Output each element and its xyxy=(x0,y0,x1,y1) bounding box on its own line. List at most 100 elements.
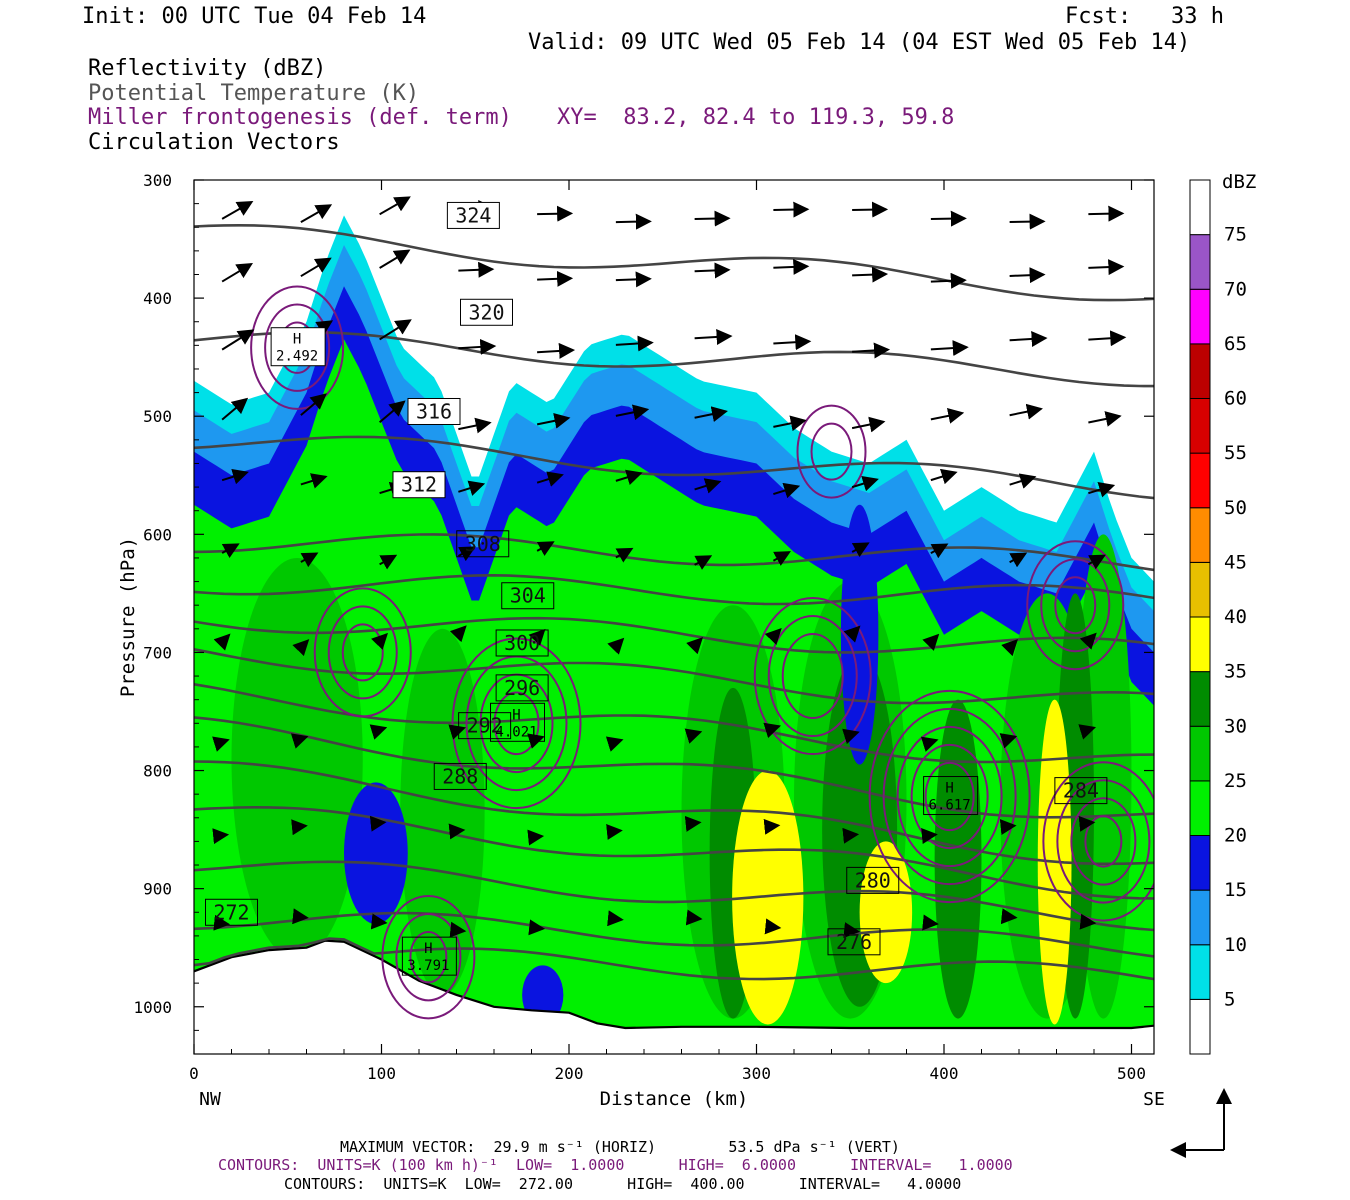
field-theta: Potential Temperature (K) xyxy=(88,81,420,106)
circulation-vector xyxy=(300,393,327,416)
circulation-vector xyxy=(1001,639,1018,657)
circulation-vector xyxy=(773,258,810,275)
circulation-vector xyxy=(605,736,624,752)
circulation-vector xyxy=(1000,908,1018,925)
circulation-vector xyxy=(772,551,791,566)
circulation-vector xyxy=(694,406,728,423)
isentrope-label-box-300 xyxy=(495,629,549,657)
y-axis-title: Pressure (hPa) xyxy=(117,537,139,697)
circulation-vector xyxy=(292,639,310,657)
colorbar-label-65: 65 xyxy=(1224,333,1247,355)
circulation-vector xyxy=(999,733,1018,749)
fronto-max-value-2: 6.617 xyxy=(929,798,971,814)
circulation-vector xyxy=(852,201,889,218)
circulation-vector xyxy=(685,909,703,926)
circulation-vector xyxy=(379,196,411,216)
frontogenesis-contour-7-0 xyxy=(1084,815,1123,868)
frontogenesis-contour-6-2 xyxy=(1026,540,1125,671)
circulation-vector xyxy=(773,334,812,351)
circulation-vector xyxy=(370,913,388,930)
circulation-vector xyxy=(537,270,574,287)
colorbar-segment-30 xyxy=(1189,671,1211,727)
fronto-max-letter-3: H xyxy=(424,941,432,957)
circulation-vector xyxy=(221,468,249,485)
plot-layers xyxy=(194,196,1154,1054)
colorbar-label-30: 30 xyxy=(1224,715,1247,737)
circulation-vector xyxy=(851,542,870,558)
fronto-max-letter-0: H xyxy=(293,332,301,348)
circulation-vector xyxy=(1078,724,1097,740)
isentrope-label-308: 308 xyxy=(465,532,501,556)
colorbar-segment-5 xyxy=(1189,944,1211,1000)
circulation-vector xyxy=(1079,913,1097,930)
circulation-vector xyxy=(607,637,625,655)
x-tick-label-200: 200 xyxy=(555,1064,584,1083)
circulation-vector xyxy=(290,733,309,749)
frontogenesis-contour-7-2 xyxy=(1056,779,1151,904)
circulation-vector xyxy=(1009,473,1037,489)
isentrope-label-300: 300 xyxy=(504,631,540,655)
x-tick-label-0: 0 xyxy=(189,1064,199,1083)
isentrope-label-box-296 xyxy=(495,674,549,702)
circulation-vector xyxy=(764,918,782,935)
circulation-vector xyxy=(1009,403,1043,420)
colorbar-label-35: 35 xyxy=(1224,661,1247,683)
isentrope-label-box-320 xyxy=(460,298,513,326)
circulation-vector xyxy=(528,628,546,646)
colorbar-segment-55 xyxy=(1189,398,1211,454)
circulation-vector xyxy=(369,724,388,740)
colorbar-segment-25 xyxy=(1189,725,1211,782)
frontogenesis-contour-1-3 xyxy=(451,637,582,810)
y-tick-label-900: 900 xyxy=(143,880,172,899)
colorbar-segment-35 xyxy=(1189,616,1211,673)
frontogenesis-contour-6-1 xyxy=(1040,558,1111,653)
isentrope-label-box-308 xyxy=(456,530,510,558)
y-tick-label-500: 500 xyxy=(143,407,172,426)
frontogenesis-contour-4-0 xyxy=(341,623,384,682)
frontogenesis-contour-3-1 xyxy=(395,912,462,1002)
circulation-vector xyxy=(615,469,643,485)
colorbar-label-75: 75 xyxy=(1224,224,1247,246)
x-tick-label-300: 300 xyxy=(742,1064,771,1083)
circulation-vector xyxy=(300,473,328,489)
circulation-vector xyxy=(371,632,388,650)
forecast-hour: Fcst: 33 h xyxy=(1065,4,1224,29)
circulation-vector xyxy=(213,633,231,651)
isentrope-292 xyxy=(194,716,1154,819)
isentrope-label-272: 272 xyxy=(213,900,249,924)
colorbar-segment-70 xyxy=(1189,234,1211,290)
colorbar-label-15: 15 xyxy=(1224,879,1247,901)
frontogenesis-contour-2-0 xyxy=(924,761,975,832)
colorbar-label-45: 45 xyxy=(1224,551,1247,573)
colorbar-label-70: 70 xyxy=(1224,278,1247,300)
isentrope-284 xyxy=(194,805,1154,900)
circulation-vector xyxy=(694,210,731,227)
x-tick-label-500: 500 xyxy=(1117,1064,1146,1083)
fronto-max-letter-2: H xyxy=(945,781,953,797)
circulation-vector xyxy=(1009,267,1046,284)
isentrope-label-288: 288 xyxy=(442,764,478,788)
terrain-line xyxy=(194,939,1154,1030)
x-end-label-left: NW xyxy=(199,1089,221,1110)
frontogenesis-contour-1-0 xyxy=(493,691,540,756)
circulation-vector xyxy=(686,637,703,655)
colorbar-segment-15 xyxy=(1189,835,1211,891)
circulation-vector xyxy=(764,628,782,646)
x-tick-label-400: 400 xyxy=(930,1064,959,1083)
circulation-vector xyxy=(221,397,249,421)
isentrope-label-296: 296 xyxy=(504,676,540,700)
frontogenesis-contour-8-1 xyxy=(767,615,858,738)
circulation-vector xyxy=(843,922,861,939)
circulation-vector xyxy=(1088,330,1127,347)
circulation-vector xyxy=(378,400,406,424)
circulation-vector xyxy=(457,546,476,562)
reflectivity-25dbz-cell-1 xyxy=(400,628,485,995)
frontogenesis-contour-2-3 xyxy=(882,707,1017,886)
circulation-vector xyxy=(1088,482,1116,498)
circulation-vector xyxy=(930,210,967,227)
reflectivity-35dbz-cell-0 xyxy=(732,770,804,1025)
colorbar-segment-10 xyxy=(1189,889,1211,946)
y-tick-label-700: 700 xyxy=(143,643,172,662)
reflectivity-15dbz-pocket-2 xyxy=(840,504,879,765)
frontogenesis-contour-7-3 xyxy=(1042,761,1154,922)
